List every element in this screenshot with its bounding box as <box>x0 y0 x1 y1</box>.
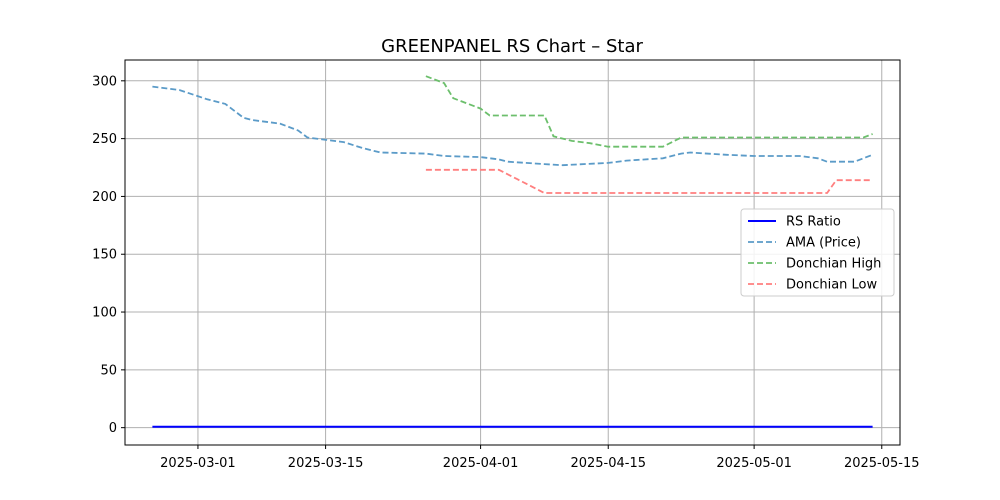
x-tick-label: 2025-03-15 <box>288 456 364 471</box>
x-tick-label: 2025-03-01 <box>160 456 236 471</box>
x-tick-label: 2025-04-15 <box>570 456 646 471</box>
y-tick-label: 150 <box>92 248 117 263</box>
legend: RS Ratio AMA (Price) Donchian High Donchian… <box>740 208 895 297</box>
y-tick-label: 100 <box>92 306 117 321</box>
chart-title: GREENPANEL RS Chart – Star <box>381 36 643 57</box>
y-tick-label: 0 <box>109 421 117 436</box>
legend-label: Donchian High <box>786 257 881 272</box>
series-line-donchian-high <box>425 75 873 148</box>
legend-box <box>740 208 895 297</box>
x-tick-label: 2025-05-15 <box>844 456 920 471</box>
y-tick-label: 250 <box>92 132 117 147</box>
legend-label: Donchian Low <box>786 278 878 293</box>
y-tick-label: 200 <box>92 190 117 205</box>
series-line-ama-price <box>152 85 873 167</box>
y-tick-label: 50 <box>100 363 117 378</box>
plot-frame <box>124 59 901 446</box>
series-lines <box>152 75 873 428</box>
series-line-donchian-low <box>425 168 873 194</box>
legend-label: AMA (Price) <box>786 236 861 251</box>
axes: 2025-03-01 2025-03-15 2025-04-01 2025-04-15… <box>92 74 919 471</box>
y-tick-label: 300 <box>92 74 117 89</box>
x-tick-label: 2025-05-01 <box>716 456 792 471</box>
x-tick-label: 2025-04-01 <box>443 456 519 471</box>
legend-label: RS Ratio <box>786 215 841 230</box>
